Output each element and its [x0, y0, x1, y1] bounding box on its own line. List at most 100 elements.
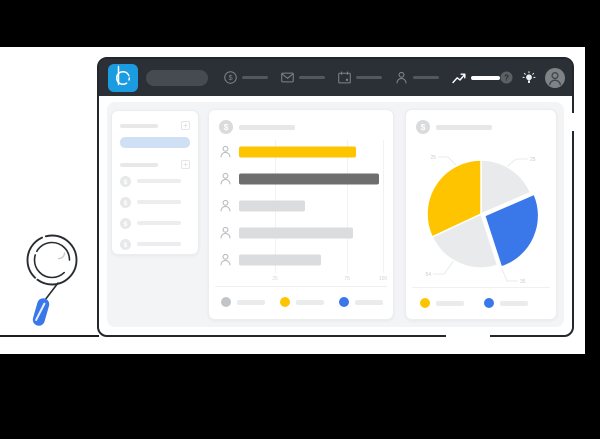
- nav-label-placeholder: [242, 76, 268, 79]
- sidebar-account-item[interactable]: $: [120, 192, 190, 212]
- legend-label-placeholder: [355, 299, 383, 305]
- dollar-circle-icon: $: [120, 196, 131, 208]
- topbar-nav-item-trending-up[interactable]: [452, 72, 500, 84]
- avatar: [545, 67, 565, 88]
- legend-dot: [221, 297, 231, 307]
- account-label-placeholder: [137, 221, 181, 225]
- gridline: [383, 140, 384, 273]
- topbar-nav-item-person[interactable]: [395, 71, 439, 84]
- x-tick-label: 75: [344, 276, 350, 282]
- window-border-gap: [569, 113, 578, 131]
- account-label-placeholder: [137, 242, 181, 246]
- topbar-nav-item-calendar[interactable]: [338, 71, 382, 84]
- topbar-nav: $: [224, 71, 500, 84]
- trending-up-icon: [452, 72, 466, 84]
- user-avatar[interactable]: [545, 67, 565, 88]
- legend-item: [339, 297, 383, 307]
- b-logo-icon: [110, 65, 136, 90]
- svg-text:$: $: [124, 220, 128, 227]
- bar-value: [239, 227, 353, 238]
- svg-text:?: ?: [504, 73, 509, 82]
- svg-text:$: $: [421, 122, 426, 132]
- topbar-nav-item-dollar-circle[interactable]: $: [224, 71, 268, 84]
- legend-dot: [420, 298, 430, 308]
- sidebar-account-item[interactable]: $: [120, 213, 190, 233]
- card-title-placeholder: [436, 124, 492, 130]
- pie-slice-blue: [483, 193, 540, 268]
- magnifier-outer-circle: [26, 234, 78, 286]
- person-icon: [219, 253, 239, 266]
- svg-text:$: $: [124, 241, 128, 248]
- svg-text:$: $: [224, 122, 229, 132]
- bar-chart-row: [219, 219, 383, 246]
- person-icon: [395, 71, 408, 84]
- bar-value: [239, 200, 306, 211]
- help-circle-button[interactable]: ?: [500, 71, 513, 84]
- person-icon: [219, 145, 239, 158]
- account-label-placeholder: [137, 179, 181, 183]
- nav-label-placeholder: [299, 76, 325, 79]
- bar-value: [239, 254, 322, 265]
- x-tick-label: 100: [378, 276, 388, 282]
- help-circle-icon: ?: [500, 71, 513, 84]
- dollar-circle-icon: $: [224, 71, 237, 84]
- legend-label-placeholder: [436, 300, 464, 306]
- legend-dot: [484, 298, 494, 308]
- sidebar-account-item[interactable]: $: [120, 234, 190, 254]
- sidebar-account-item[interactable]: $: [120, 171, 190, 191]
- legend-item: [420, 298, 464, 308]
- add-square-icon[interactable]: [181, 160, 190, 169]
- pie-card-header: $: [416, 120, 546, 134]
- topbar-right-actions: ?: [500, 67, 565, 88]
- pie-callout-label: 54: [425, 272, 431, 278]
- pie-slice-gray-bottom-left: [431, 213, 499, 269]
- magnifier-handle-stem: [44, 282, 59, 301]
- person-icon: [219, 199, 239, 212]
- lightbulb-icon: [522, 70, 536, 85]
- magnifying-glass-illustration: [26, 234, 78, 326]
- window-border-gap: [446, 331, 490, 340]
- svg-text:$: $: [228, 73, 232, 82]
- person-icon: [219, 226, 239, 239]
- legend-item: [221, 297, 265, 307]
- legend-dot: [339, 297, 349, 307]
- legend-label-placeholder: [237, 299, 265, 305]
- nav-label-placeholder: [356, 76, 382, 79]
- section-label-placeholder: [120, 162, 158, 167]
- add-square-icon[interactable]: [181, 121, 190, 130]
- pie-slice-yellow: [426, 159, 482, 238]
- lightbulb-button[interactable]: [522, 70, 536, 85]
- app-logo[interactable]: [108, 63, 138, 92]
- legend-label-placeholder: [296, 299, 324, 305]
- app-window: $ ?: [97, 57, 574, 337]
- black-band-bottom: [0, 354, 600, 439]
- divider: [215, 286, 387, 287]
- pie-callout-label: 35: [520, 279, 526, 285]
- pie-slice-gray-top-right: [480, 159, 532, 215]
- card-title-placeholder: [239, 124, 295, 130]
- legend-item: [280, 297, 324, 307]
- gridline: [347, 140, 348, 273]
- app-topbar: $ ?: [99, 59, 572, 96]
- legend-label-placeholder: [500, 300, 528, 306]
- sidebar-active-item[interactable]: [120, 137, 190, 148]
- bar-value: [239, 173, 379, 184]
- search-input[interactable]: [146, 69, 208, 86]
- nav-label-placeholder: [413, 76, 439, 79]
- person-icon: [219, 172, 239, 185]
- account-label-placeholder: [137, 200, 181, 204]
- pie-callout-label: 25: [430, 155, 436, 161]
- pie-chart-svg: 25 35 54 25: [425, 155, 540, 285]
- bar-track: [239, 165, 383, 192]
- black-band-top: [0, 0, 600, 47]
- calendar-icon: [338, 71, 351, 84]
- dollar-circle-icon: $: [120, 175, 131, 187]
- bar-chart-row: [219, 246, 383, 273]
- x-tick-label: 25: [272, 276, 278, 282]
- sidebar-section-header: [120, 120, 190, 131]
- topbar-nav-item-envelope[interactable]: [281, 72, 325, 83]
- dollar-circle-icon: $: [219, 120, 233, 134]
- bar-chart-row: [219, 192, 383, 219]
- bar-track: [239, 246, 383, 273]
